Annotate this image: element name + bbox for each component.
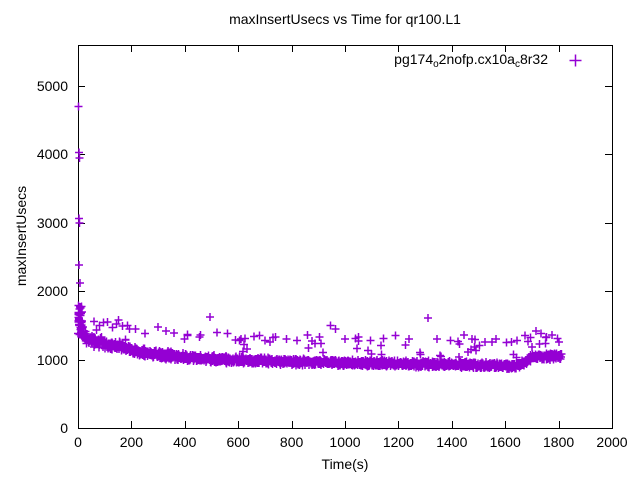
x-tick-label: 1600 [489, 434, 521, 450]
legend-series-label: pg174o2nofp.cx10ac8r32 [394, 51, 548, 70]
x-tick-label: 1200 [382, 434, 414, 450]
x-tick-label: 400 [173, 434, 197, 450]
y-tick-label: 3000 [36, 214, 68, 231]
y-tick-label: 1000 [36, 351, 68, 368]
x-tick-label: 0 [74, 434, 82, 450]
x-tick-label: 200 [119, 434, 144, 450]
x-tick-label: 1800 [543, 434, 575, 450]
scatter-points-series-0 [74, 102, 566, 373]
y-tick-label: 0 [60, 420, 68, 436]
x-tick-label: 1000 [329, 434, 361, 450]
x-axis-label: Time(s) [321, 456, 369, 472]
y-tick-label: 5000 [36, 78, 68, 95]
chart-title: maxInsertUsecs vs Time for qr100.L1 [229, 11, 461, 27]
legend: pg174o2nofp.cx10ac8r32 [394, 51, 583, 70]
x-tick-label: 2000 [596, 434, 628, 450]
x-tick-label: 800 [279, 434, 304, 450]
legend-marker-plus-icon [568, 53, 583, 68]
x-tick-label: 1400 [436, 434, 468, 450]
y-axis-label: maxInsertUsecs [13, 185, 29, 287]
y-tick-label: 4000 [36, 146, 68, 163]
y-tick-label: 2000 [36, 283, 68, 300]
x-tick-label: 600 [226, 434, 250, 450]
